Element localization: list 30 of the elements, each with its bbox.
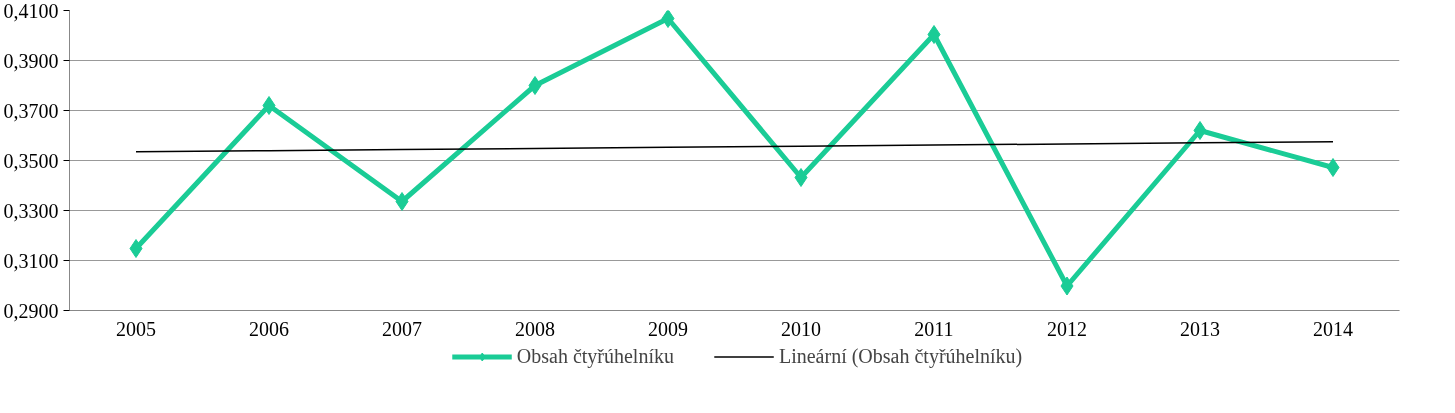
x-tick-label: 2005: [116, 317, 156, 340]
x-tick-label: 2013: [1180, 317, 1220, 340]
y-tick-label: 0,3500: [3, 149, 59, 172]
y-tick-label: 0,3700: [3, 99, 59, 122]
legend-label: Lineární (Obsah čtyřúhelníku): [778, 344, 1023, 368]
line-series: [135, 141, 1334, 153]
point: [1193, 121, 1207, 140]
x-tick-label: 2010: [781, 317, 821, 340]
x-tick-label: 2006: [249, 317, 289, 340]
point: [129, 239, 143, 258]
point: [395, 192, 409, 211]
point: [794, 168, 808, 187]
y-tick-label: 0,3300: [3, 199, 59, 222]
y-tick-label: 0,4100: [3, 0, 59, 22]
x-tick-label: 2009: [648, 317, 688, 340]
point: [1326, 158, 1340, 177]
point: [927, 25, 941, 44]
point: [528, 76, 542, 95]
y-tick-label: 0,3100: [3, 249, 59, 272]
y-tick-label: 0,3900: [3, 49, 59, 72]
point: [661, 10, 675, 28]
point: [1060, 276, 1074, 296]
legend-label: Obsah čtyřúhelníku: [516, 344, 674, 368]
x-tick-label: 2011: [914, 317, 954, 340]
point: [262, 96, 276, 115]
x-tick-label: 2014: [1313, 317, 1353, 340]
y-tick-label: 0,2900: [3, 299, 59, 322]
x-tick-label: 2012: [1047, 317, 1087, 340]
x-tick-label: 2007: [382, 317, 422, 340]
x-tick-label: 2008: [515, 317, 555, 340]
